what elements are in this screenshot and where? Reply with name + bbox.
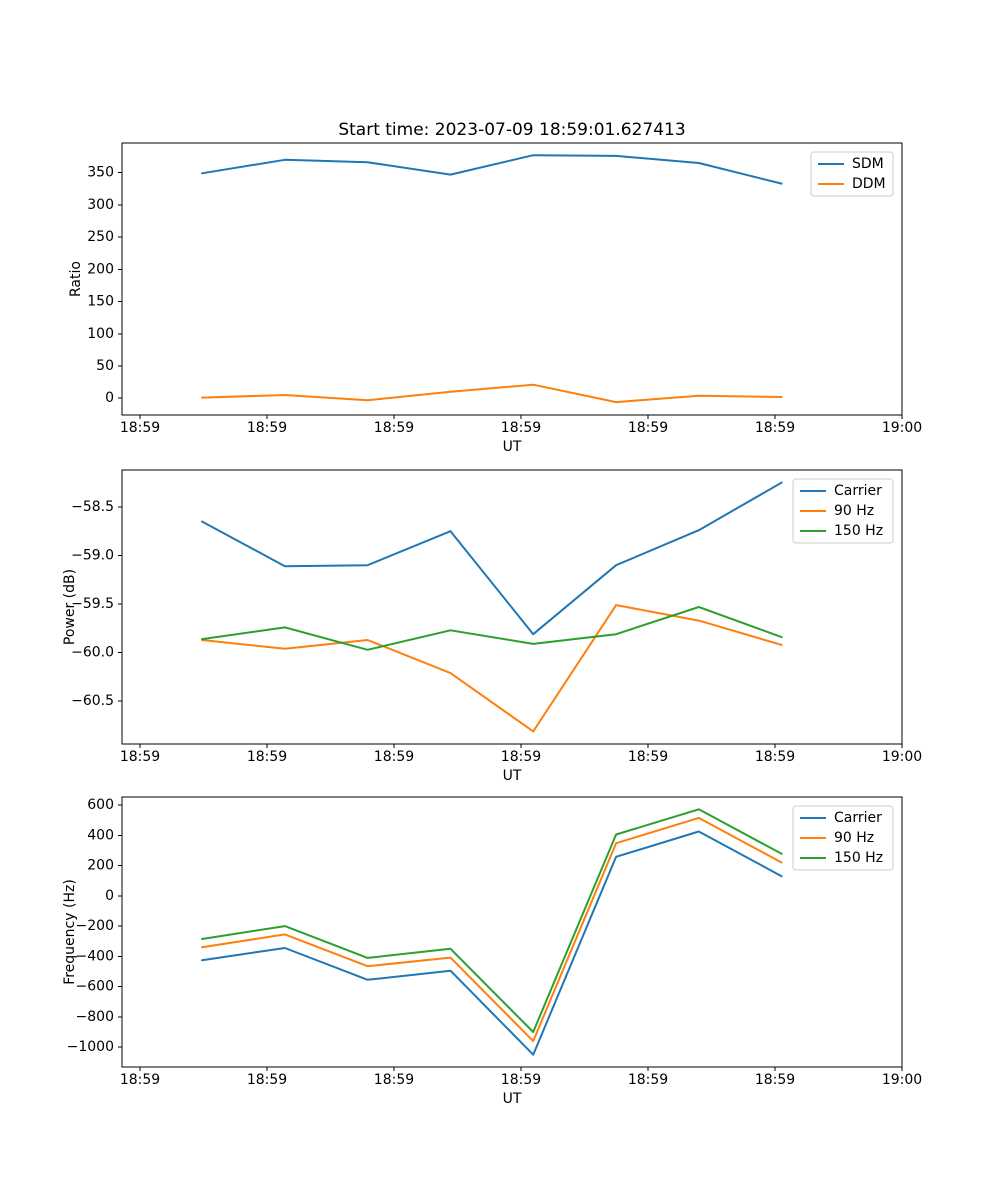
y-tick-label: −58.5 bbox=[71, 499, 114, 515]
legend-label: Carrier bbox=[834, 483, 882, 499]
y-tick-label: 50 bbox=[96, 358, 114, 374]
subplot-power-db: −58.5 −59.0 −59.5 −60.0 −60.5 18:59 18:59 18:59… bbox=[71, 469, 922, 765]
series-line-90-hz bbox=[201, 604, 783, 733]
subplot-ratio: 0 50 100 150 200 250 300 350 18:59 18:59 18:59 18:5… bbox=[87, 142, 922, 436]
y-tick-label: 350 bbox=[87, 165, 114, 181]
subplot-frequency-hz: 600 400 200 0 −200 −400 −600 −800 −1000 18:59 18:5… bbox=[67, 796, 922, 1088]
y-tick-label: 200 bbox=[87, 858, 114, 874]
plot-frame bbox=[121, 469, 903, 745]
legend-label: SDM bbox=[852, 156, 884, 172]
y-tick-label: −60.0 bbox=[71, 645, 114, 661]
legend-label: 150 Hz bbox=[834, 850, 883, 866]
y-axis-label-ratio: Ratio bbox=[68, 261, 84, 297]
y-tick-label: 100 bbox=[87, 326, 114, 342]
x-tick-label: 18:59 bbox=[755, 420, 795, 436]
x-tick-label: 18:59 bbox=[374, 749, 414, 765]
x-axis-label-ut-bottom: UT bbox=[502, 1091, 522, 1107]
legend-label: Carrier bbox=[834, 810, 882, 826]
series-line-carrier bbox=[201, 481, 783, 636]
x-tick-label: 18:59 bbox=[628, 749, 668, 765]
y-tick-label: −60.5 bbox=[71, 693, 114, 709]
x-tick-label: 18:59 bbox=[374, 420, 414, 436]
legend-label: DDM bbox=[852, 176, 886, 192]
y-axis-label-power: Power (dB) bbox=[62, 568, 78, 646]
x-tick-label: 18:59 bbox=[755, 1072, 795, 1088]
x-tick-label: 19:00 bbox=[882, 1072, 922, 1088]
y-tick-label: −400 bbox=[76, 948, 114, 964]
y-tick-label: 0 bbox=[105, 888, 114, 904]
figure-title: Start time: 2023-07-09 18:59:01.627413 bbox=[338, 120, 686, 140]
x-tick-label: 18:59 bbox=[501, 420, 541, 436]
y-tick-label: 0 bbox=[105, 390, 114, 406]
x-tick-label: 18:59 bbox=[374, 1072, 414, 1088]
series-line-90-hz bbox=[201, 816, 783, 1043]
plot-frame bbox=[121, 796, 903, 1068]
y-tick-label: −600 bbox=[76, 979, 114, 995]
y-tick-label: 150 bbox=[87, 294, 114, 310]
y-tick-label: −800 bbox=[76, 1009, 114, 1025]
x-tick-label: 19:00 bbox=[882, 420, 922, 436]
y-axis-label-frequency: Frequency (Hz) bbox=[62, 879, 78, 985]
y-tick-label: −200 bbox=[76, 918, 114, 934]
x-tick-label: 18:59 bbox=[247, 420, 287, 436]
series-line-sdm bbox=[201, 154, 783, 185]
legend: Carrier 90 Hz 150 Hz bbox=[792, 805, 894, 871]
y-tick-label: 600 bbox=[87, 797, 114, 813]
legend-label: 90 Hz bbox=[834, 830, 874, 846]
legend-box bbox=[792, 805, 894, 871]
y-tick-label: −59.5 bbox=[71, 596, 114, 612]
x-tick-label: 18:59 bbox=[120, 749, 160, 765]
x-tick-label: 18:59 bbox=[120, 420, 160, 436]
series-line-carrier bbox=[201, 830, 783, 1056]
plot-frame bbox=[121, 142, 903, 416]
legend: SDM DDM bbox=[810, 151, 894, 197]
x-tick-label: 19:00 bbox=[882, 749, 922, 765]
x-tick-label: 18:59 bbox=[247, 749, 287, 765]
y-tick-label: 200 bbox=[87, 261, 114, 277]
legend-box bbox=[792, 478, 894, 544]
legend-label: 90 Hz bbox=[834, 503, 874, 519]
y-tick-label: 250 bbox=[87, 229, 114, 245]
x-axis-label-ut-middle: UT bbox=[502, 768, 522, 784]
x-tick-label: 18:59 bbox=[247, 1072, 287, 1088]
x-tick-label: 18:59 bbox=[501, 1072, 541, 1088]
series-line-150-hz bbox=[201, 606, 783, 651]
x-axis-label-ut-top: UT bbox=[502, 439, 522, 455]
x-tick-label: 18:59 bbox=[120, 1072, 160, 1088]
series-line-ddm bbox=[201, 383, 783, 404]
y-tick-label: 400 bbox=[87, 827, 114, 843]
x-tick-label: 18:59 bbox=[501, 749, 541, 765]
x-tick-label: 18:59 bbox=[628, 1072, 668, 1088]
y-tick-label: 300 bbox=[87, 197, 114, 213]
x-tick-label: 18:59 bbox=[755, 749, 795, 765]
y-tick-label: −59.0 bbox=[71, 548, 114, 564]
series-line-150-hz bbox=[201, 808, 783, 1033]
y-tick-label: −1000 bbox=[67, 1039, 114, 1055]
legend: Carrier 90 Hz 150 Hz bbox=[792, 478, 894, 544]
x-tick-label: 18:59 bbox=[628, 420, 668, 436]
legend-label: 150 Hz bbox=[834, 523, 883, 539]
